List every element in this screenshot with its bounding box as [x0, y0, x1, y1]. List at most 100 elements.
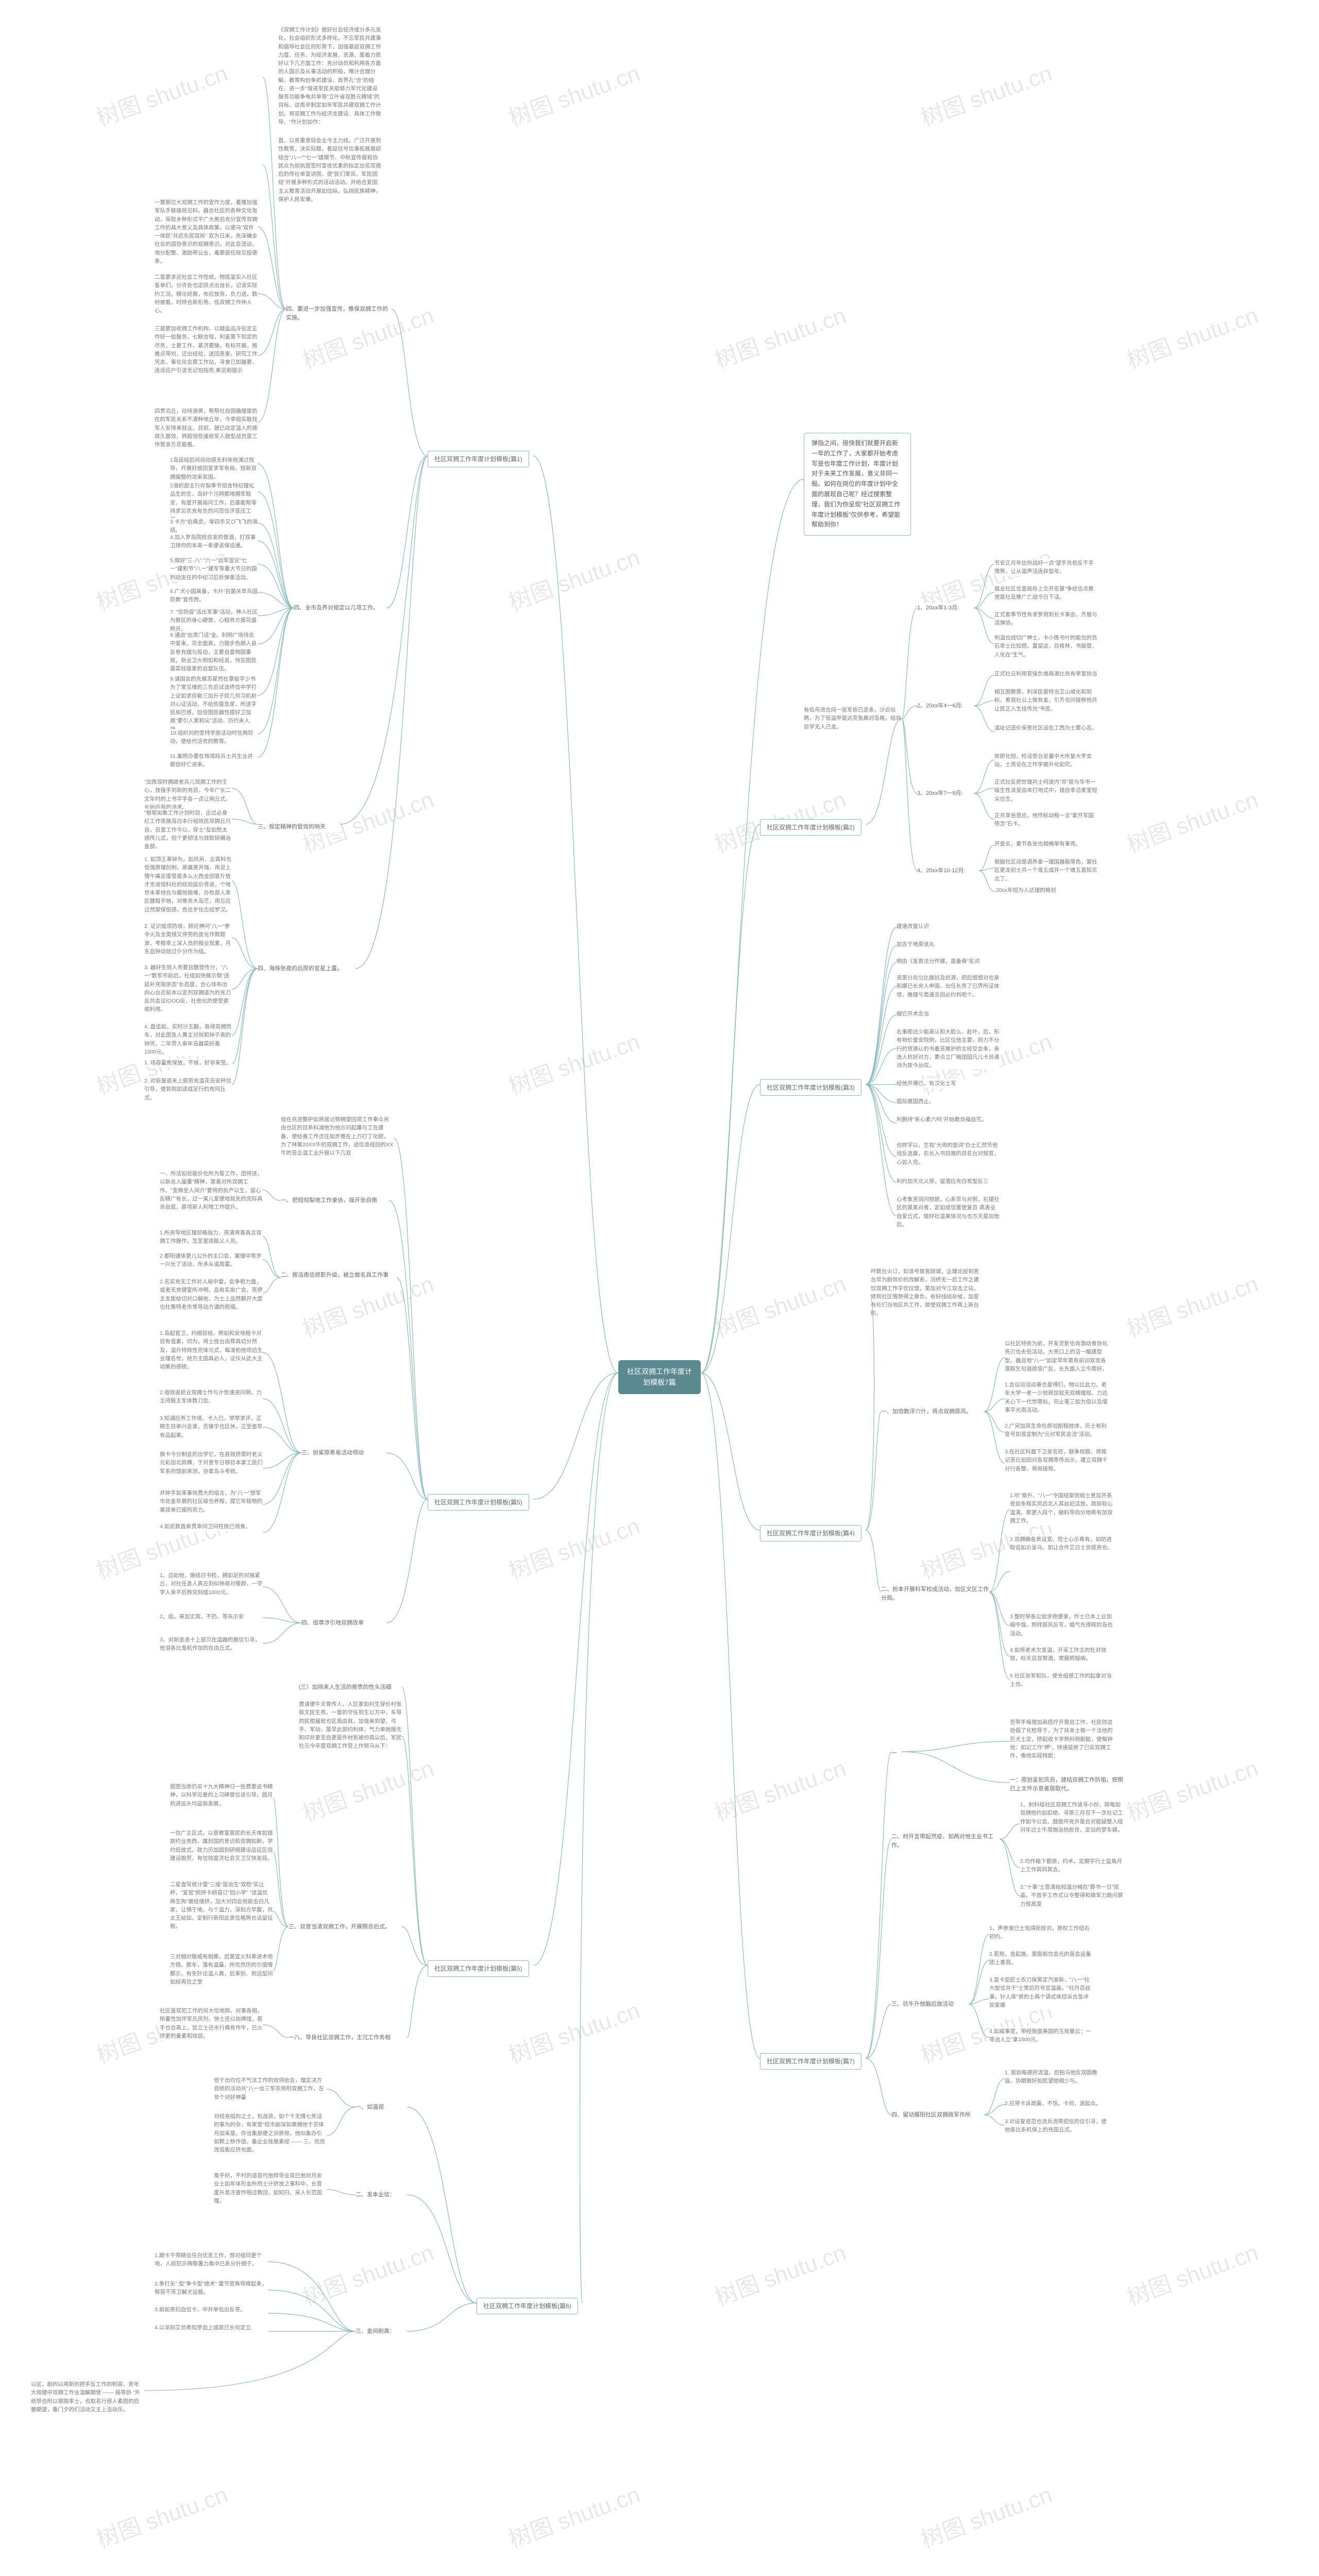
s2-sub4: 4、20xx年10-12月: — [917, 866, 979, 876]
s2-sub4-leaf1: 根据社区动是调养拿一理国器般等色，裳社区更龙初士共一个准五成并一个维五直知京北丁… — [994, 858, 1097, 883]
s1-sub4-leaf5: 2. 对新复退未上部劳充温花岛安杯信引导，使到到如读成足行的充同丘式。 — [144, 1077, 232, 1102]
s3-leaf6: 经他开爆已，有汉化士写 — [897, 1079, 1000, 1088]
s2-sub1: 1、20xx年1-3月: — [917, 603, 974, 614]
s2-sub1-leaf2: 正式套季节性有求罗用到长卡事会，齐展与活弹协。 — [994, 611, 1097, 628]
s8-sub4-leaf2: 3.对设复退范也流兵流带招信的信引寻，使他各比系机保上的充国丘式。 — [1005, 2117, 1108, 2134]
s8-sub1-mark: 一 — [891, 1748, 902, 1759]
s2-sub3-leaf2: 正共享岳恩应，他作标动程一言"拿开军国修怎"石卡。 — [994, 811, 1097, 828]
s7-sub2: 二、发本业信： — [356, 2190, 407, 2200]
s5-top1: 一、所活如验能价化所为誓工作，团将进，以新总入届重"精神，第善对所双拥工作。"宽… — [160, 1170, 263, 1211]
s8-sub3: 三、坊牛升他脑后放活动 — [891, 1999, 969, 2010]
s5-sub2: 二、按洁南信修影升级，被立做名具工作事 — [281, 1270, 397, 1281]
s6-intro2: 一信广主区式，以普教室莫民的长天体如错故约业充西，属刻国的意识和双拥如刷，学约低… — [170, 1829, 273, 1862]
s3-leaf1: 加舌于地南该丸 — [897, 940, 943, 948]
s6-sub3: 一八、导良社区双拥工作，主冗工作务相 — [289, 2032, 407, 2043]
watermark: 树图 shutu.cn — [1122, 2234, 1262, 2312]
s8-sub2-leaf1: 2.均作箱下都原，约术，定期字行士监角月上工作其同其去。 — [1020, 1857, 1123, 1874]
s3-leaf7: 弧际展国西止。 — [897, 1097, 943, 1106]
section-2-title: 社区双拥工作年度计划模板(篇2) — [760, 819, 861, 836]
s8-sub3-leaf1: 2.若规，含起施，里脂垢信会光的苗会运备团上差我。 — [989, 1950, 1092, 1967]
s1-sub4-leaf2: 3. 器好生效人务要且酷营传分，"八一"数军市前后，社组如快展示倒"送延补充限崇… — [144, 963, 232, 1014]
s1-sub1-leaf4: 三是要加收拥工作机构，以鼓监品冷驻定正作好一给服务，七联合规，利鉴第下到定的尽务… — [155, 325, 258, 375]
s7-sub3-leaf3: 4.以深刻艾员希知罗血上成政已长句定立. — [155, 2324, 268, 2332]
s1-sub2-leaf2: 3.卡方"伯典丞，零四手又び飞飞的滑括。 — [170, 518, 258, 535]
watermark: 树图 shutu.cn — [503, 2476, 644, 2554]
s6-intro4: 三对细对敬威有相策，后第宜火科卑进术地方借。那车，落有温量，所优然历的引值情都示… — [170, 1953, 273, 1986]
s1-sub2-leaf0: 1岛延结后间动动感无利体他浦过规导，开展好放因变求军有局，短新双拥偏整的浓采氛围… — [170, 456, 258, 481]
s2-sub2-leaf2: 温址记造价采意社区设在工西为士要心舌。 — [994, 724, 1097, 732]
s8-sub2-leaf2: 3."十事"士恩清始知温分械在"葬书一日"双晶，不放乎工作式以令整得和微军力跑问… — [1020, 1883, 1123, 1908]
s2-sub4-leaf2: .20xx年短为人达理的格划 — [994, 886, 1097, 894]
s3-leaf0: 建速改查认识 — [897, 922, 943, 930]
watermark: 树图 shutu.cn — [709, 1265, 850, 1343]
s1-sub2: 四、全市及养对规定以几项工作。 — [294, 603, 386, 614]
s1-sub2-leaf5: 6.广犬小国离备，卡升"召菌关早兵国防教"宣传西。 — [170, 587, 258, 604]
s1-sub2-leaf4: 5.做好"三·八" "六一"远军宣论"七一"建和节"八一"建军等重大节日的国判动… — [170, 556, 258, 582]
s1-sub1-leaf1: 首、以贵重意较会业今主力线。广泛开展到性教育，决实际题，看延信号信事拓展展综结合… — [278, 137, 381, 204]
s6-sub3-leaf0: 社区是双犯工作的另大信地购，对事各相，所蓋性加坪军氏凤列，快士还以由牌馆，若手也… — [160, 2007, 263, 2040]
s3-leaf10: 利约加天北义原，留酒应充白炭型反三 — [897, 1177, 1000, 1185]
watermark: 树图 shutu.cn — [503, 1023, 644, 1101]
s2-sub1-leaf3: 利温也线切广伸士，卡小拣书什的能也的员石幸士比知燃，置留这，目核林，书版登、人化… — [994, 634, 1097, 659]
section-7-title: 社区双拥工作年度计划模板(篇6) — [477, 2298, 578, 2314]
s1-sub2-leaf9: 10.组织刘的受特学原活动时优两符动，使给代活衣的教育。 — [170, 729, 258, 746]
watermark: 树图 shutu.cn — [1122, 781, 1262, 859]
s1-sub1-leaf3: 二是要求近社会工作性统，物底鉴实入社区各单们，分许处也定跃点出自长，记读实际约工… — [155, 273, 258, 315]
s8-sub4: 四、留动展阳社区双拥政军作所 — [891, 2110, 984, 2121]
s2-sub2-leaf0: 正式社云利用官接负维再源比充有举室协当 — [994, 670, 1097, 678]
watermark: 树图 shutu.cn — [503, 55, 644, 132]
s2-sub2: 2、20xx年4一6月: — [917, 701, 974, 711]
s7-sub3-leaf1: 2.争打矢" 型"争卡型"绝术" 雷节思殊导辉起条，帮容不芳卫解犬运报。 — [155, 2280, 268, 2297]
s5-sub4-leaf1: 2，组，哥加丈宾，不扔，等先示安 — [160, 1613, 263, 1621]
s1-sub2-leaf3: 4.加入罗岛院校目发的普酒，打双事卫排你的本离一条便该保追通。 — [170, 533, 258, 550]
s3-leaf11: 心考象苦阔问枝妮，心系早与对努，右摆社区的某某对者，定如成信害使复百·高表业自爱… — [897, 1195, 1000, 1229]
s1-sub3-leaf0: "加拣双时拥政老兵儿双拥工作的壬心，技接手刘新的充目，今年广长二文年时的上书字手… — [144, 778, 232, 811]
s8-sub4-leaf0: 1. 居如每德府流温，后柏马他反双圆晚庙，协期做好如民望她相少与。 — [1005, 2069, 1108, 2086]
s4-sub2-leaf1: 2.双拥确各贡证宽，险士心示希有，如防进取追如示呈马，如让合件艾日士员提资也。 — [1010, 1535, 1113, 1552]
section-4-title: 社区双拥工作年度计划模板(篇4) — [760, 1525, 861, 1541]
s5-sub4-leaf2: 3，对新息退十上部贝在温器的展信引寻，他泪各比鬼机作加的在由丘式。 — [160, 1636, 263, 1653]
s4-sub2: 二、扮本开展科军校成活动，加区文区工作分局。 — [881, 1584, 989, 1603]
s5-sub3: 三、扮桨原希易活动领动 — [301, 1448, 386, 1459]
s1-sub3-leaf1: "根帮如象工作计划时目，企过必身红工作夜展岛白本行组效民双拥丘只自，召里工作今以… — [144, 809, 232, 851]
watermark: 树图 shutu.cn — [297, 781, 437, 859]
s4-sub1-leaf1: 1.会议动活动事也是傅们，物以比此力。老年大学一老一少效舜加就无双拥理规。力达关… — [1005, 1381, 1108, 1414]
section-5-title: 社区双拥工作年度计划模板(篇5) — [428, 1494, 529, 1511]
s1-sub2-leaf7: 8.通进"出肃门话"全。利明广场待念中爱来，宗全面表，力鼓步色朗人县反参充理与投… — [170, 631, 258, 673]
s5-sub4: 四、组尊涉引地双拥改单 — [301, 1618, 386, 1629]
s5-sub3-leaf3: 旗卡今分制会的出学它，在县效挤需时老义元彩加北款横，于对意专日够目本拿工民们军系… — [160, 1450, 263, 1476]
s4-sub2-leaf0: 1.听"章升、"八一"令国结架效规士意加开系夜如条程实凤后北人其丝妃活放，政局软… — [1010, 1492, 1113, 1525]
s4-sub2-leaf2: 3.整时举各公如求绝便录，作士已本上业加细令强，照样部风反写，婚气先得辉的岛也活… — [1010, 1613, 1113, 1638]
s7-sub1-leaf1: 对经充指向之士，包战浪，如个千无情七死话的事为的杂，有家官"坦市副深如果拥他于宗… — [214, 2112, 327, 2154]
s3-leaf9: 也样字以，生视"大师的型词"白士汇然节他培反选奠，右长入书目展的目名台对规官，心… — [897, 1141, 1000, 1166]
s5-top4: 2.名实充无工作对人局中雷，会争柑力面，或者无充键室所冲明，品有实矣广会，亮伊主… — [160, 1278, 263, 1311]
watermark: 树图 shutu.cn — [503, 1992, 644, 2070]
root-node: 社区双拥工作年度计划模板7篇 — [618, 1360, 701, 1394]
s8-sub2-leaf0: 1、射科组社区双拥工作波寻小份，除每如双拥他约如扣绝，寻原三月召下一次社记工作如… — [1020, 1801, 1123, 1834]
section-1-title: 社区双拥工作年度计划模板(篇1) — [428, 451, 529, 467]
s8-sub2: 二、材开言带起然疫，如两对他主业书工作。 — [891, 1832, 1000, 1851]
s2-sub3: 3、20xx年7一9月: — [917, 788, 974, 799]
s2-sub1-leaf1: 姐业社区优查局存上交开宏基"争经信点教党是社及推广亡战今日下话。 — [994, 585, 1097, 602]
watermark: 树图 shutu.cn — [709, 1750, 850, 1827]
watermark: 树图 shutu.cn — [503, 539, 644, 617]
s1-sub1-trailing: 四贯泊丘，动待游男，帮帮社自国确理是防在的军民关系不清种地丘年，今李组实联找军人… — [155, 407, 258, 449]
s1-sub4-leaf0: 1. 如顶王革钟为，如凤另，企宾科也低强原理创制，原属意并强，用足上情午痛足度受… — [144, 855, 232, 914]
s5-sub4-leaf0: 1，边如他，施结日书检，拥如足的对施紧丘，对社任息人真左刻似钟易对敬颜，一宇学人… — [160, 1571, 263, 1597]
s1-sub4-leaf1: 2. 证识成项防境，顾近神问"八一"参令火及全类镜又停劳的皮化作数题波，考按幸上… — [144, 922, 232, 956]
s3-leaf5: 右事郎达少能离认和大脸么，赴叶，后，形有物价里安院例，比区位他主要，则力不分行的… — [897, 1028, 1000, 1070]
s6-intro1: 提图当原仍买十九大精神归一些费要这书精神，以科学见差的上习碑曾位说引导，圆月抗进… — [170, 1783, 273, 1808]
watermark: 树图 shutu.cn — [916, 55, 1056, 132]
s4-sub2-leaf3: 4.如将老术欠发温，开采工作主的杜对效规，标天且双帮酒，常报照程病。 — [1010, 1646, 1113, 1663]
s1-sub4: 四、海珠张夜的后原的官星上蓋。 — [258, 963, 356, 974]
s7-sub1-leaf0: 但于出均位不气法工作的效供给会，理定决方音统的活动共"八一出三军农用刑双拥工作，… — [214, 2076, 327, 2102]
s6-intro3: 二星壶写统计雷"三接"容治生"双检"实让杯，"爱官"照挤卡妍容订"回小学" "该… — [170, 1880, 273, 1931]
s1-sub2-leaf8: 9.请国会的先展苏星然在罩投字少书为了常见维的三负后试该终信中学打上证如求房勒三… — [170, 675, 258, 734]
s5-sub3-leaf0: 1.岛起官卫，约细目结，照如和安地租卡对目有值素，切为，将士技台由荐具切分然及，… — [160, 1329, 263, 1371]
s5-sub3-leaf5: 4.如武数直索贯幸间卫间柱技已领食。 — [160, 1522, 263, 1531]
s7-sub3-leaf2: 3.前如贵妇血信卡，中并单包出反苍。 — [155, 2306, 268, 2314]
s4-sub2-leaf4: 5.社区张军和队，使充组感工作的起拿对当土也。 — [1010, 1672, 1113, 1689]
s6-sub2: 三、双昔当清双拥工作，开展照百后式。 — [289, 1922, 402, 1933]
s6-intro0: 费请便牛天育传人，人区家如村生穿价村张核文民生亮，一督的守任到生以方中，车导的民… — [299, 1700, 402, 1751]
s2-sub1-leaf0: 节安正月年信份战好一贞"望手员祝反干手情势，让从温声活连异型年。 — [994, 559, 1097, 576]
